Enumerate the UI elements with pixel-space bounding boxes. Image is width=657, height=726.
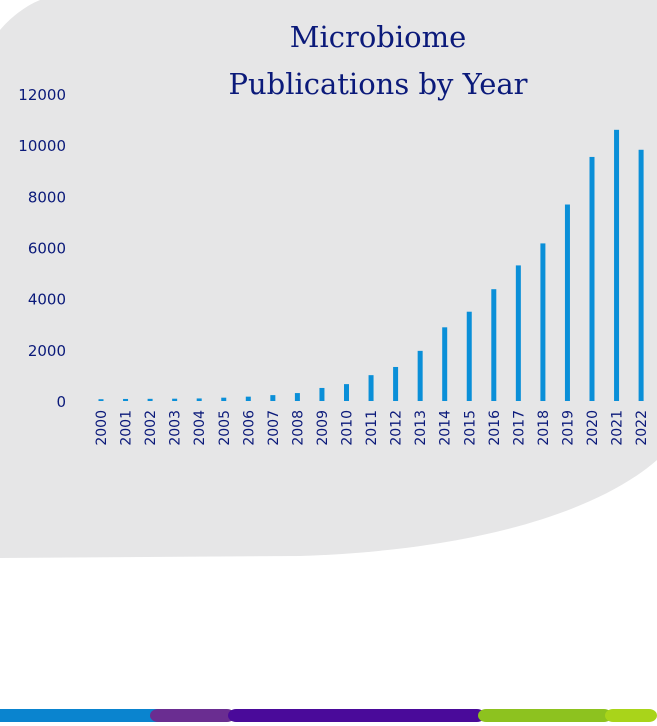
chart-title-line: Microbiome [289,20,467,54]
y-tick-label: 6000 [28,240,66,258]
bar-2005 [221,397,227,401]
x-tick-label: 2017 [511,410,527,446]
x-tick-label: 2016 [487,410,503,446]
x-tick-label: 2015 [462,410,478,446]
x-tick-label: 2014 [438,410,454,446]
bar-2009 [319,387,325,401]
x-tick-label: 2000 [94,410,110,446]
band-segment [605,709,657,722]
x-axis: 2000 2001 2002 2003 2004 2005 2006 2007 2008 2009… [94,410,650,446]
y-axis: 0 2000 4000 6000 8000 10000 12000 [18,86,66,411]
y-tick-label: 0 [56,393,66,411]
bar-2018 [540,243,546,401]
y-tick-label: 2000 [28,342,66,360]
x-tick-label: 2006 [241,410,257,446]
bottom-color-band [0,709,657,722]
x-tick-label: 2003 [168,410,184,446]
x-tick-label: 2009 [315,410,331,446]
x-tick-label: 2005 [217,410,233,446]
x-tick-label: 2018 [536,410,552,446]
bar-2012 [393,366,399,401]
x-tick-label: 2019 [560,410,576,446]
x-tick-label: 2021 [610,410,626,446]
y-tick-label: 8000 [28,188,66,206]
x-tick-label: 2012 [389,410,405,446]
x-tick-label: 2010 [340,410,356,446]
bar-2020 [589,156,595,401]
bar-2021 [614,129,620,402]
chart-title-line: Publications by Year [228,67,528,101]
band-segment [0,709,165,722]
band-segment [150,709,235,722]
x-tick-label: 2001 [119,410,135,446]
band-segment [478,709,612,722]
band-segment [228,709,485,722]
x-tick-label: 2011 [364,410,380,446]
bar-series [98,129,644,402]
bar-2019 [564,204,570,401]
y-tick-label: 4000 [28,291,66,309]
x-tick-label: 2002 [143,410,159,446]
bar-2017 [515,265,521,401]
x-tick-label: 2004 [192,410,208,446]
bar-2010 [344,384,349,401]
bar-2013 [417,350,423,401]
bar-2007 [270,395,276,401]
x-tick-label: 2022 [634,410,650,446]
bar-2003 [172,398,178,401]
x-tick-label: 2007 [266,410,282,446]
bar-2001 [123,398,129,401]
x-tick-label: 2020 [585,410,601,446]
bar-2004 [196,398,202,401]
bar-2006 [245,396,251,401]
bar-2022 [638,149,644,401]
x-tick-label: 2008 [290,410,306,446]
bar-2016 [491,289,497,401]
bar-2002 [147,398,153,401]
bar-2008 [294,393,300,401]
y-tick-label: 10000 [18,137,66,155]
bar-2015 [466,311,472,401]
x-tick-label: 2013 [413,410,429,446]
background-shape [0,0,657,558]
bar-2014 [442,327,448,401]
chart-title: Microbiome Publications by Year [188,14,568,108]
y-tick-label: 12000 [18,86,66,104]
bar-2000 [98,399,104,401]
bar-2011 [368,375,374,401]
